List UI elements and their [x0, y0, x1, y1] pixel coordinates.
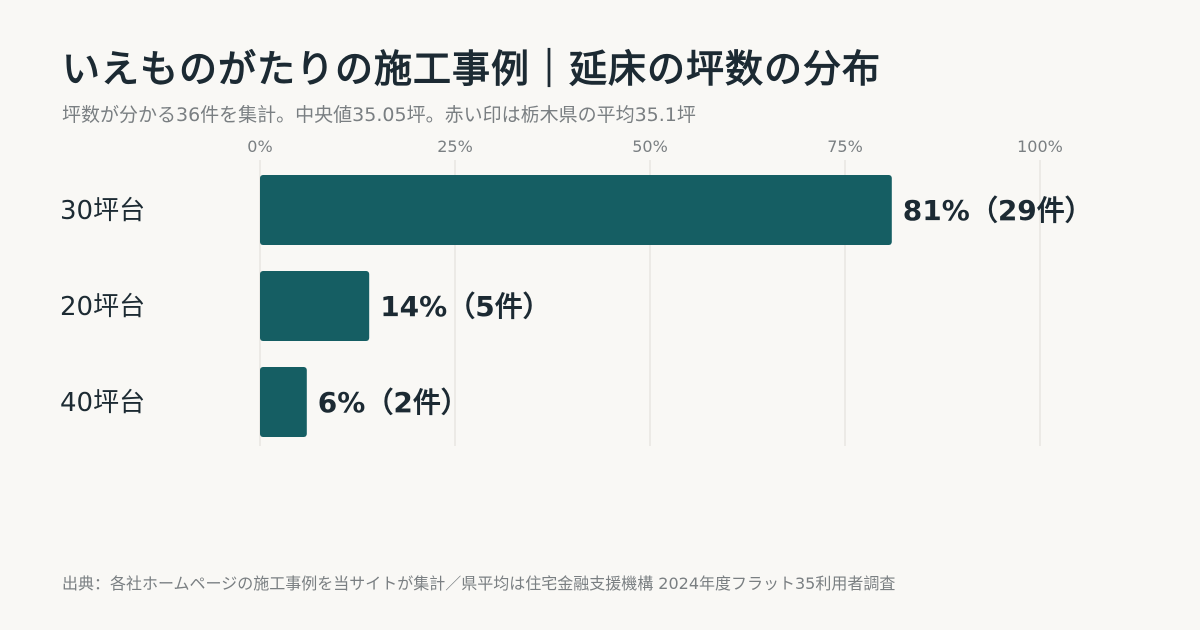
- data-label: 6%（2件）: [318, 386, 469, 419]
- bar: [260, 271, 370, 341]
- x-tick-label: 25%: [437, 137, 473, 156]
- x-tick-label: 0%: [247, 137, 272, 156]
- chart-title: いえものがたりの施工事例｜延床の坪数の分布: [62, 47, 882, 91]
- bar: [260, 175, 892, 245]
- x-tick-label: 100%: [1017, 137, 1063, 156]
- bar: [260, 367, 307, 437]
- category-label: 40坪台: [60, 388, 145, 418]
- category-label: 30坪台: [60, 196, 145, 226]
- source-note: 出典：各社ホームページの施工事例を当サイトが集計／県平均は住宅金融支援機構 20…: [62, 574, 896, 593]
- data-label: 81%（29件）: [903, 194, 1093, 227]
- x-tick-label: 75%: [827, 137, 863, 156]
- category-label: 20坪台: [60, 292, 145, 322]
- chart-subtitle: 坪数が分かる36件を集計。中央値35.05坪。赤い印は栃木県の平均35.1坪: [62, 104, 696, 126]
- data-label: 14%（5件）: [380, 290, 551, 323]
- x-tick-label: 50%: [632, 137, 668, 156]
